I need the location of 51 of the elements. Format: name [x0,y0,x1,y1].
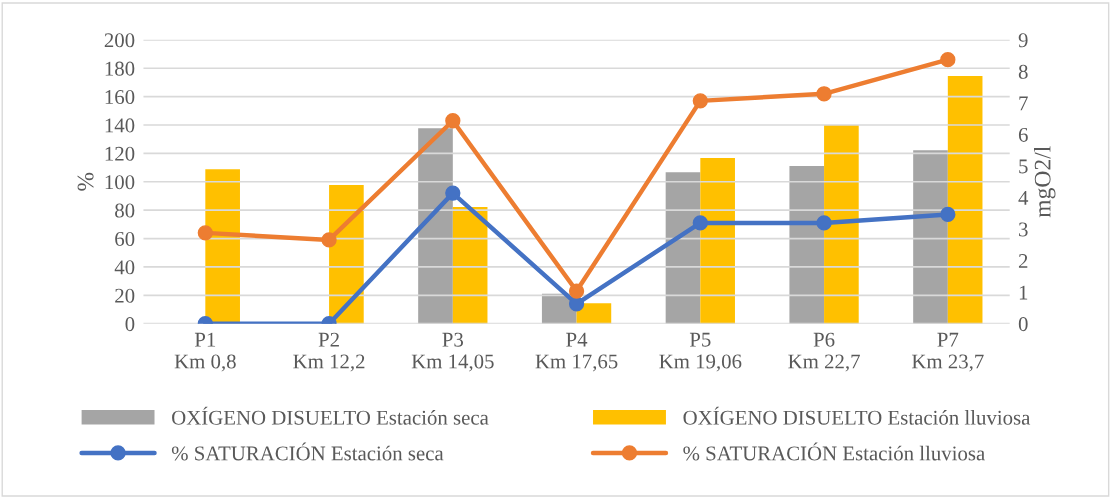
y-tick-label: 160 [105,89,135,105]
bar [824,125,859,324]
legend-label: OXÍGENO DISUELTO Estación lluviosa [683,406,1031,425]
point [568,296,585,312]
x-tick-label: P6 Km 22,7 [788,332,860,372]
bar [947,76,983,324]
legend-label: % SATURACIÓN Estación lluviosa [683,442,985,461]
point [692,93,708,109]
point [568,283,585,299]
y-tick-label: 80 [115,203,135,218]
y-tick-label: 20 [115,288,135,303]
y2-tick-label: 7 [1019,96,1028,111]
x-tick-label: P2 Km 12,2 [293,332,365,372]
point [445,185,461,201]
x-tick-label: P3 Km 14,05 [411,332,494,372]
legend-label: OXÍGENO DISUELTO Estación seca [172,406,489,425]
y-axis-title: % [77,172,94,191]
point [197,225,213,241]
y-tick-label: 100 [105,175,135,190]
y2-tick-label: 8 [1018,64,1028,79]
y-tick-label: 120 [105,146,135,161]
y-tick-label: 60 [115,231,135,246]
y-tick-label: 0 [125,317,135,332]
x-tick-label: P1 Km 0,8 [174,332,236,372]
y2-tick-label: 0 [1018,317,1028,332]
point [816,86,832,102]
y2-tick-label: 6 [1018,127,1028,142]
x-tick-label: P4 Km 17,65 [535,332,618,372]
y2-tick-label: 4 [1018,191,1029,205]
y-tick-label: 140 [105,118,135,133]
y-tick-label: 40 [114,260,135,275]
y2-axis-title: mgO2/l [1034,146,1056,218]
point [940,52,956,68]
bar [700,158,735,324]
point [816,215,832,231]
y-tick-label: 180 [105,61,135,76]
y2-tick-label: 5 [1019,159,1028,174]
legend-label: % SATURACIÓN Estación seca [171,442,444,461]
x-tick-label: P7 Km 23,7 [911,332,984,372]
point [321,232,337,248]
x-tick-label: P5 Km 19,06 [659,332,742,372]
bar [789,166,825,324]
y-tick-label: 200 [104,33,135,48]
point [692,215,708,231]
y2-tick-label: 2 [1018,254,1028,268]
bar [913,150,948,324]
y2-tick-label: 3 [1019,222,1028,237]
point [445,113,461,129]
y2-tick-label: 9 [1018,33,1028,48]
y2-tick-label: 1 [1019,285,1028,300]
point [940,206,956,223]
